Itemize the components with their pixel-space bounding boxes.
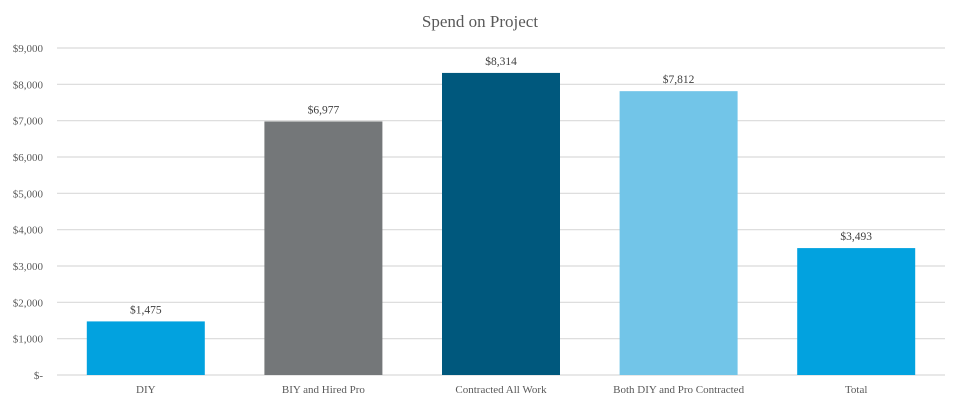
y-tick-label: $9,000 xyxy=(13,43,44,55)
y-tick-label: $1,000 xyxy=(13,334,44,346)
x-tick-label: Both DIY and Pro Contracted xyxy=(613,384,744,396)
y-tick-label: $7,000 xyxy=(13,116,44,128)
y-tick-label: $6,000 xyxy=(13,152,44,164)
y-tick-label: $8,000 xyxy=(13,79,44,91)
x-axis: DIY BIY and Hired Pro Contracted All Work B… xyxy=(136,384,867,396)
x-tick-label: DIY xyxy=(136,384,156,396)
data-label: $3,493 xyxy=(840,230,872,243)
bar-diy xyxy=(86,321,205,375)
y-tick-label: $5,000 xyxy=(13,188,44,200)
y-tick-label: $4,000 xyxy=(13,225,44,237)
data-label: $7,812 xyxy=(663,73,695,86)
y-axis: $- $1,000 $2,000 $3,000 $4,000 $5,000 $6,000 $7… xyxy=(13,43,44,382)
bar-total xyxy=(797,248,916,375)
x-tick-label: Contracted All Work xyxy=(455,384,547,396)
chart-title: Spend on Project xyxy=(422,12,538,31)
bar-biy-and-hired-pro xyxy=(264,121,383,375)
data-label: $8,314 xyxy=(485,55,517,68)
bars: $1,475 $6,977 $8,314 $7,812 $3,493 xyxy=(86,55,916,375)
data-label: $6,977 xyxy=(308,104,340,117)
data-label: $1,475 xyxy=(130,303,162,316)
y-tick-label: $3,000 xyxy=(13,261,44,273)
y-tick-label: $2,000 xyxy=(13,297,44,309)
bar-both-diy-and-pro-contracted xyxy=(619,91,738,375)
y-tick-label: $- xyxy=(34,370,44,382)
x-tick-label: Total xyxy=(845,384,867,396)
x-tick-label: BIY and Hired Pro xyxy=(282,384,365,396)
bar-contracted-all-work xyxy=(442,72,560,375)
